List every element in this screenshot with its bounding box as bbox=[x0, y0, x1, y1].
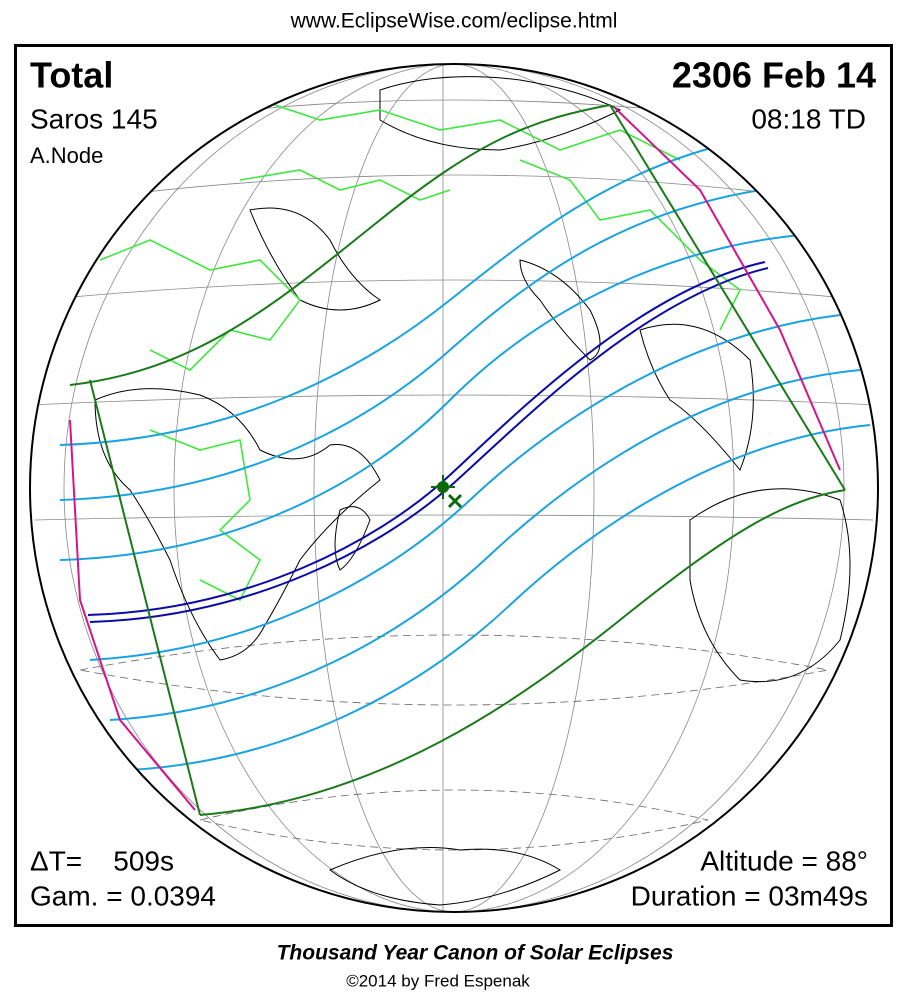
frame bbox=[14, 44, 893, 927]
delta-t: ΔT= 509s bbox=[30, 845, 174, 876]
globe-outline bbox=[29, 63, 879, 913]
saros: Saros 145 bbox=[30, 103, 158, 134]
eclipse-time: 08:18 TD bbox=[751, 103, 866, 134]
gamma: Gam. = 0.0394 bbox=[30, 880, 216, 911]
eclipse-type: Total bbox=[30, 55, 113, 96]
header-url: www.EclipseWise.com/eclipse.html bbox=[290, 10, 618, 33]
altitude: Altitude = 88° bbox=[700, 845, 868, 876]
eclipse-date: 2306 Feb 14 bbox=[672, 55, 876, 96]
globe-content bbox=[30, 64, 878, 912]
duration: Duration = 03m49s bbox=[631, 880, 868, 911]
footer-title: Thousand Year Canon of Solar Eclipses bbox=[277, 942, 674, 965]
footer-copyright: ©2014 by Fred Espenak bbox=[346, 971, 530, 990]
node: A.Node bbox=[30, 143, 103, 168]
